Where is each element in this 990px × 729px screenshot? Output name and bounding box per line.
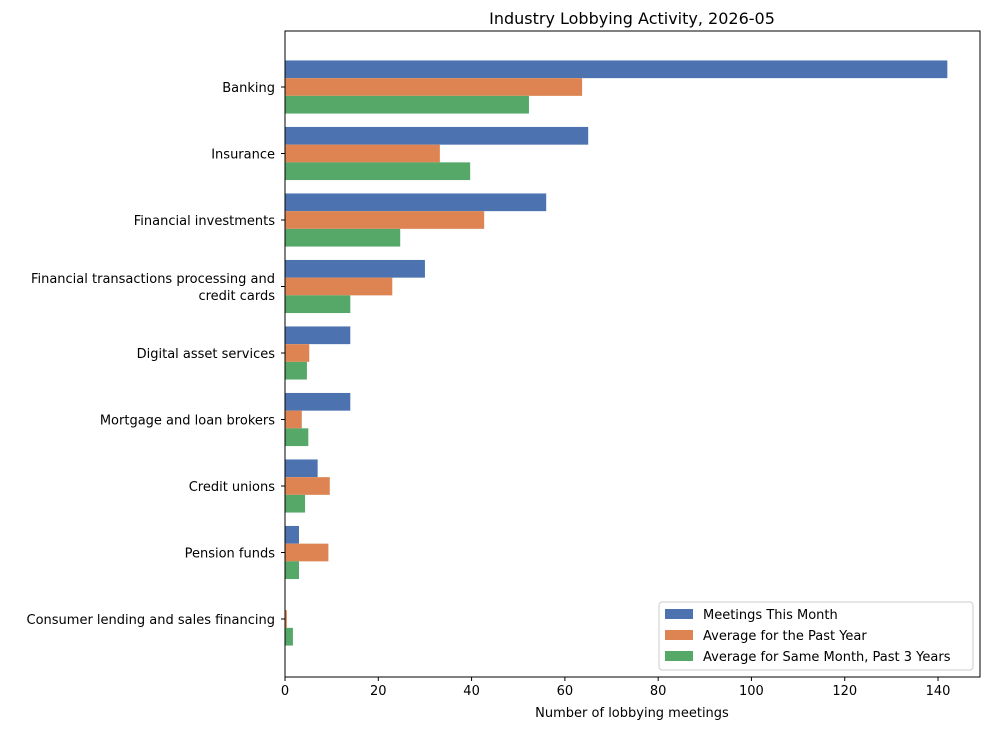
x-tick-label: 0: [281, 684, 289, 699]
bar-1-8: [285, 525, 299, 544]
legend-label-2: Average for the Past Year: [703, 629, 867, 644]
bar-1-1: [285, 60, 948, 79]
y-tick-label: credit cards: [198, 289, 275, 304]
bar-2-5: [285, 344, 310, 362]
x-tick-label: 120: [832, 684, 857, 699]
bar-1-7: [285, 459, 318, 478]
x-tick-label: 140: [926, 684, 951, 699]
y-axis: Banking Insurance Financial investments Fin…: [27, 81, 285, 628]
y-tick-label: Pension funds: [185, 547, 276, 562]
bar-2-3: [285, 211, 485, 229]
legend-swatch-3: [665, 651, 693, 661]
bar-2-7: [285, 477, 330, 495]
plot-area: [284, 30, 981, 678]
x-tick-label: 40: [463, 684, 480, 699]
bar-1-5: [285, 326, 351, 345]
legend-swatch-2: [665, 630, 693, 640]
bar-1-3: [285, 193, 547, 212]
y-tick-label: Financial investments: [134, 214, 275, 229]
bar-3-6: [285, 428, 309, 447]
bar-2-9: [285, 610, 287, 628]
bar-2-6: [285, 410, 302, 429]
x-tick-label: 100: [739, 684, 764, 699]
bar-3-7: [285, 494, 306, 513]
bar-2-2: [285, 144, 440, 163]
y-tick-label: Financial transactions processing and: [31, 272, 275, 287]
bar-3-1: [285, 95, 529, 114]
y-tick-label: Mortgage and loan brokers: [100, 414, 275, 429]
legend-label-3: Average for Same Month, Past 3 Years: [703, 650, 951, 665]
bar-3-4: [285, 295, 351, 314]
bar-3-9: [285, 627, 293, 646]
bar-3-5: [285, 361, 307, 380]
bar-2-1: [285, 78, 583, 96]
legend-label-1: Meetings This Month: [703, 608, 838, 623]
y-tick-label: Credit unions: [189, 480, 276, 495]
x-axis: 0 20 40 60 80 100 120 140: [281, 677, 951, 699]
bar-1-6: [285, 392, 351, 411]
y-tick-label: Banking: [222, 81, 275, 96]
x-tick-label: 60: [557, 684, 574, 699]
plot-frame: [284, 30, 981, 678]
y-tick-label: Insurance: [211, 148, 275, 163]
legend-swatch-1: [665, 609, 693, 619]
x-tick-label: 80: [650, 684, 667, 699]
bar-2-8: [285, 543, 329, 562]
y-tick-label: Digital asset services: [137, 347, 276, 362]
x-axis-label: Number of lobbying meetings: [535, 706, 729, 721]
x-tick-label: 20: [370, 684, 387, 699]
bar-3-3: [285, 228, 401, 247]
bar-1-2: [285, 126, 589, 145]
bar-3-2: [285, 162, 471, 181]
chart-title: Industry Lobbying Activity, 2026-05: [489, 9, 775, 28]
bar-2-4: [285, 277, 393, 296]
bar-3-8: [285, 561, 299, 580]
legend-box: [658, 601, 974, 671]
legend: Meetings This Month Average for the Past …: [658, 601, 974, 671]
bar-1-4: [285, 259, 425, 278]
y-tick-label: Consumer lending and sales financing: [27, 613, 276, 628]
